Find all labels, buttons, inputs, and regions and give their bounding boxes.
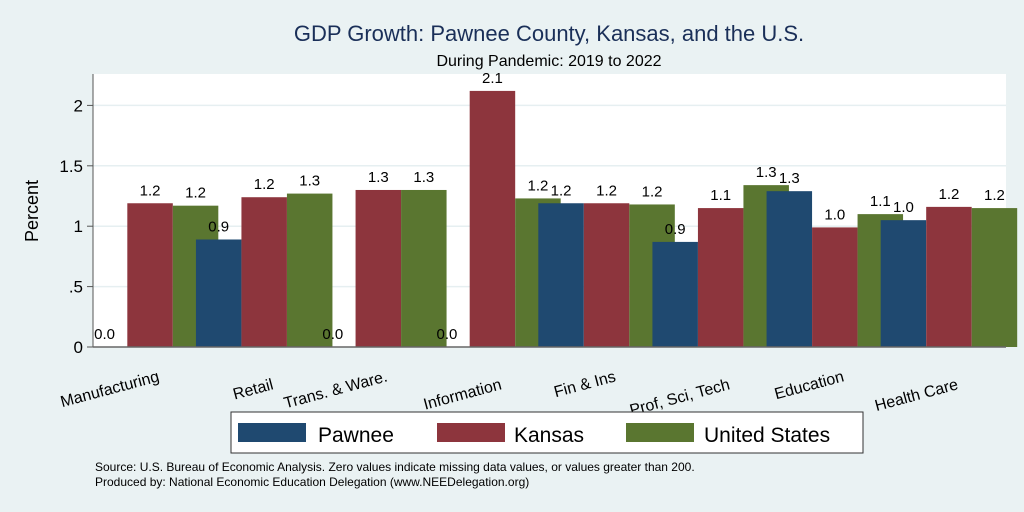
bar-kansas [241, 197, 287, 347]
legend: Pawnee Kansas United States [230, 411, 864, 454]
data-label: 0.0 [437, 326, 458, 343]
bar-pawnee [880, 220, 927, 347]
category-label: Trans. & Ware. [282, 368, 389, 412]
produced-by-note: Produced by: National Economic Education… [95, 475, 529, 489]
data-label: 1.2 [254, 176, 275, 193]
data-label: 0.9 [208, 218, 229, 235]
bars [127, 90, 1018, 348]
category-label: Fin & Ins [552, 368, 617, 401]
category-label: Information [422, 376, 504, 413]
data-label: 1.2 [185, 185, 206, 202]
bar-united-states [971, 208, 1018, 347]
data-label: 0.0 [94, 326, 115, 343]
data-label: 1.2 [140, 182, 161, 199]
y-tick-label: .5 [69, 278, 83, 297]
bar-united-states [401, 189, 447, 347]
bar-kansas [127, 203, 173, 347]
bar-pawnee [766, 191, 813, 347]
bar-united-states [286, 193, 333, 347]
y-tick-label: 0 [74, 338, 83, 357]
category-label: Health Care [873, 376, 960, 415]
y-axis-label: Percent [22, 180, 42, 242]
data-label: 1.0 [893, 199, 914, 216]
legend-swatch-united-states [626, 423, 694, 442]
legend-label-pawnee: Pawnee [318, 424, 394, 447]
data-label: 1.2 [939, 186, 960, 203]
bar-kansas [812, 227, 858, 347]
data-label: 1.3 [756, 164, 777, 181]
data-label: 2.1 [482, 70, 503, 87]
legend-box [230, 411, 864, 454]
y-tick-label: 1.5 [59, 157, 83, 176]
legend-swatch-kansas [437, 423, 505, 442]
y-ticks: 0 .5 1 1.5 2 [59, 96, 93, 357]
data-label: 1.3 [779, 170, 800, 187]
bar-kansas [469, 90, 516, 348]
data-label: 1.0 [824, 206, 845, 223]
data-label: 1.3 [368, 169, 389, 186]
data-label: 0.0 [322, 326, 343, 343]
data-labels: 0.01.2 1.20.91.2 1.30.01.3 1.30.02.11.2 1.2 1… [94, 70, 1005, 343]
category-label: Manufacturing [59, 368, 161, 411]
data-label: 1.2 [551, 182, 572, 199]
bar-kansas [355, 189, 402, 347]
chart-title: GDP Growth: Pawnee County, Kansas, and t… [294, 21, 804, 46]
y-tick-label: 2 [74, 96, 83, 115]
data-label: 1.2 [984, 187, 1005, 204]
data-label: 0.9 [665, 221, 686, 238]
bar-kansas [697, 208, 744, 347]
bar-pawnee [538, 203, 584, 347]
data-label: 1.2 [596, 182, 617, 199]
legend-label-united-states: United States [704, 424, 830, 447]
category-label: Education [773, 368, 846, 403]
data-label: 1.3 [413, 169, 434, 186]
bar-kansas [926, 206, 972, 347]
bar-kansas [583, 203, 630, 347]
category-label: Retail [231, 376, 275, 403]
bar-pawnee [195, 239, 242, 347]
chart-subtitle: During Pandemic: 2019 to 2022 [436, 53, 661, 70]
data-label: 1.2 [642, 183, 663, 200]
data-label: 1.1 [710, 187, 731, 204]
source-note: Source: U.S. Bureau of Economic Analysis… [95, 460, 695, 474]
data-label: 1.1 [870, 193, 891, 210]
data-label: 1.2 [528, 177, 549, 194]
bar-pawnee [652, 241, 698, 347]
data-label: 1.3 [299, 173, 320, 190]
legend-label-kansas: Kansas [514, 424, 584, 447]
y-tick-label: 1 [74, 217, 83, 236]
legend-swatch-pawnee [238, 423, 306, 442]
